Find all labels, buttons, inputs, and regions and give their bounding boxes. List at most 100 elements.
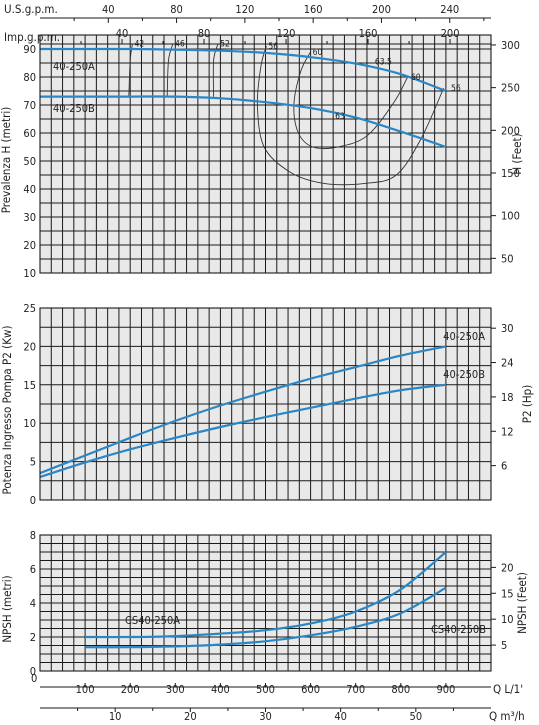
series-curves: [39, 47, 447, 649]
lpm-tick-label-900: 900: [436, 683, 455, 696]
imp-gpm-tick-label-200: 200: [441, 27, 460, 40]
imp-gpm-tick-label-80: 80: [198, 27, 211, 40]
efficiency-label: 60: [411, 73, 421, 83]
panel-2-right-tick-label: 24: [501, 357, 514, 370]
efficiency-curve-56: [256, 46, 445, 186]
panel-2-ytick-label: 10: [23, 417, 36, 430]
efficiency-curve-42: [128, 43, 133, 97]
series-label: 40-250A: [53, 60, 95, 73]
panel-1-right-tick-label: 250: [501, 82, 520, 95]
panel-1-ytick-label: 70: [23, 99, 36, 112]
panel-2-ytick-label: 15: [23, 379, 36, 392]
panel-1-ytick-label: 90: [23, 43, 36, 56]
imp-gpm-tick-label-40: 40: [116, 27, 129, 40]
efficiency-curve-60: [293, 51, 408, 150]
imp-gpm-axis-label: Imp.g.p.m.: [4, 30, 60, 44]
efficiency-curves: [128, 43, 445, 186]
panel-3-right-tick-label: 5: [501, 639, 507, 652]
panel-1-ylabel-right: H (Feet): [510, 133, 524, 174]
efficiency-label: 63: [335, 112, 345, 122]
us-gpm-tick-label-240: 240: [440, 3, 459, 16]
panel-1-ytick-label: 60: [23, 127, 36, 140]
panel-1-right-tick-label: 150: [501, 167, 520, 180]
grid-lines: [40, 17, 496, 712]
panel-2-ylabel: Potenza Ingresso Pompa P2 (Kw): [0, 326, 14, 495]
us-gpm-tick-label-80: 80: [170, 3, 183, 16]
panel-3-ytick-label: 0: [30, 665, 36, 678]
panel-1-ytick-label: 50: [23, 155, 36, 168]
us-gpm-tick-label-200: 200: [372, 3, 391, 16]
efficiency-label: 46: [175, 39, 185, 49]
panel-1-right-tick-label: 300: [501, 39, 520, 52]
panel-3-right-tick-label: 10: [501, 613, 514, 626]
panel-3-frame: [39, 534, 492, 672]
series-curve-40-250A: [39, 345, 447, 475]
panel-1-right-tick-label: 200: [501, 124, 520, 137]
lpm-tick-label-500: 500: [256, 683, 275, 696]
series-label: 40-250B: [53, 102, 95, 115]
lpm-tick-label-400: 400: [211, 683, 230, 696]
panel-2-ytick-label: 5: [30, 456, 36, 469]
panel-2-ytick-label: 20: [23, 340, 36, 353]
panel-2-right-tick-label: 30: [501, 322, 514, 335]
m3h-tick-label-20: 20: [184, 710, 197, 723]
panel-2-ytick-label: 25: [23, 302, 36, 315]
panel-3-ylabel-right: NPSH (Feet): [515, 572, 529, 634]
efficiency-label: 56: [451, 84, 461, 94]
series-label: CS40-250A: [125, 614, 180, 627]
panel-1-ytick-label: 40: [23, 183, 36, 196]
efficiency-curve-52: [212, 43, 219, 97]
series-label: 40-250B: [443, 368, 485, 381]
series-curve-CS40-250A: [85, 551, 447, 639]
panel-2-right-tick-label: 18: [501, 391, 514, 404]
m3h-tick-label-30: 30: [259, 710, 272, 723]
plot-frames: [39, 34, 492, 672]
panel-1-ytick-label: 10: [23, 267, 36, 280]
panel-2-ytick-label: 0: [30, 494, 36, 507]
efficiency-curve-46: [166, 43, 174, 97]
m3h-tick-label-50: 50: [410, 710, 423, 723]
panel-1-ytick-label: 20: [23, 239, 36, 252]
lpm-tick-label-800: 800: [391, 683, 410, 696]
panel-3-ytick-label: 2: [30, 631, 36, 644]
lpm-tick-label-600: 600: [301, 683, 320, 696]
us-gpm-axis-label: U.S.g.p.m.: [4, 2, 58, 16]
panel-1-ytick-label: 80: [23, 71, 36, 84]
panel-3-ylabel: NPSH (metri): [0, 575, 14, 642]
efficiency-label: 63.5: [375, 57, 392, 67]
lpm-axis-label: Q L/1': [493, 682, 523, 696]
imp-gpm-tick-label-160: 160: [359, 27, 378, 40]
panel-1-right-tick-label: 50: [501, 252, 514, 265]
panel-2-right-tick-label: 6: [501, 460, 507, 473]
efficiency-label: 42: [134, 39, 144, 49]
series-curve-40-250B: [39, 383, 447, 479]
panel-1-frame: [39, 34, 492, 274]
panel-2-right-tick-label: 12: [501, 425, 514, 438]
m3h-axis-label: Q m³/h: [489, 709, 525, 723]
imp-gpm-tick-label-120: 120: [277, 27, 296, 40]
us-gpm-tick-label-160: 160: [304, 3, 323, 16]
series-label: CS40-250B: [431, 623, 486, 636]
efficiency-label: 60: [313, 48, 323, 58]
panel-3-ytick-label: 8: [30, 529, 36, 542]
lpm-tick-label-300: 300: [166, 683, 185, 696]
m3h-tick-label-40: 40: [334, 710, 347, 723]
panel-2-frame: [39, 307, 492, 501]
lpm-tick-label-700: 700: [346, 683, 365, 696]
panel-3-right-tick-label: 15: [501, 587, 514, 600]
panel-2-ylabel-right: P2 (Hp): [520, 385, 534, 424]
lpm-tick-label-100: 100: [76, 683, 95, 696]
lpm-tick-label-200: 200: [121, 683, 140, 696]
series-curve-40-250A: [40, 47, 447, 93]
series-curve-CS40-250B: [85, 586, 447, 649]
us-gpm-tick-label-120: 120: [235, 3, 254, 16]
lpm-zero-label: 0: [31, 672, 37, 685]
panel-3-ytick-label: 6: [30, 563, 36, 576]
panel-1-ytick-label: 30: [23, 211, 36, 224]
panel-1-ylabel: Prevalenza H (metri): [0, 107, 13, 214]
m3h-tick-label-10: 10: [109, 710, 122, 723]
panel-3-ytick-label: 4: [30, 597, 36, 610]
efficiency-label: 56: [268, 42, 278, 52]
